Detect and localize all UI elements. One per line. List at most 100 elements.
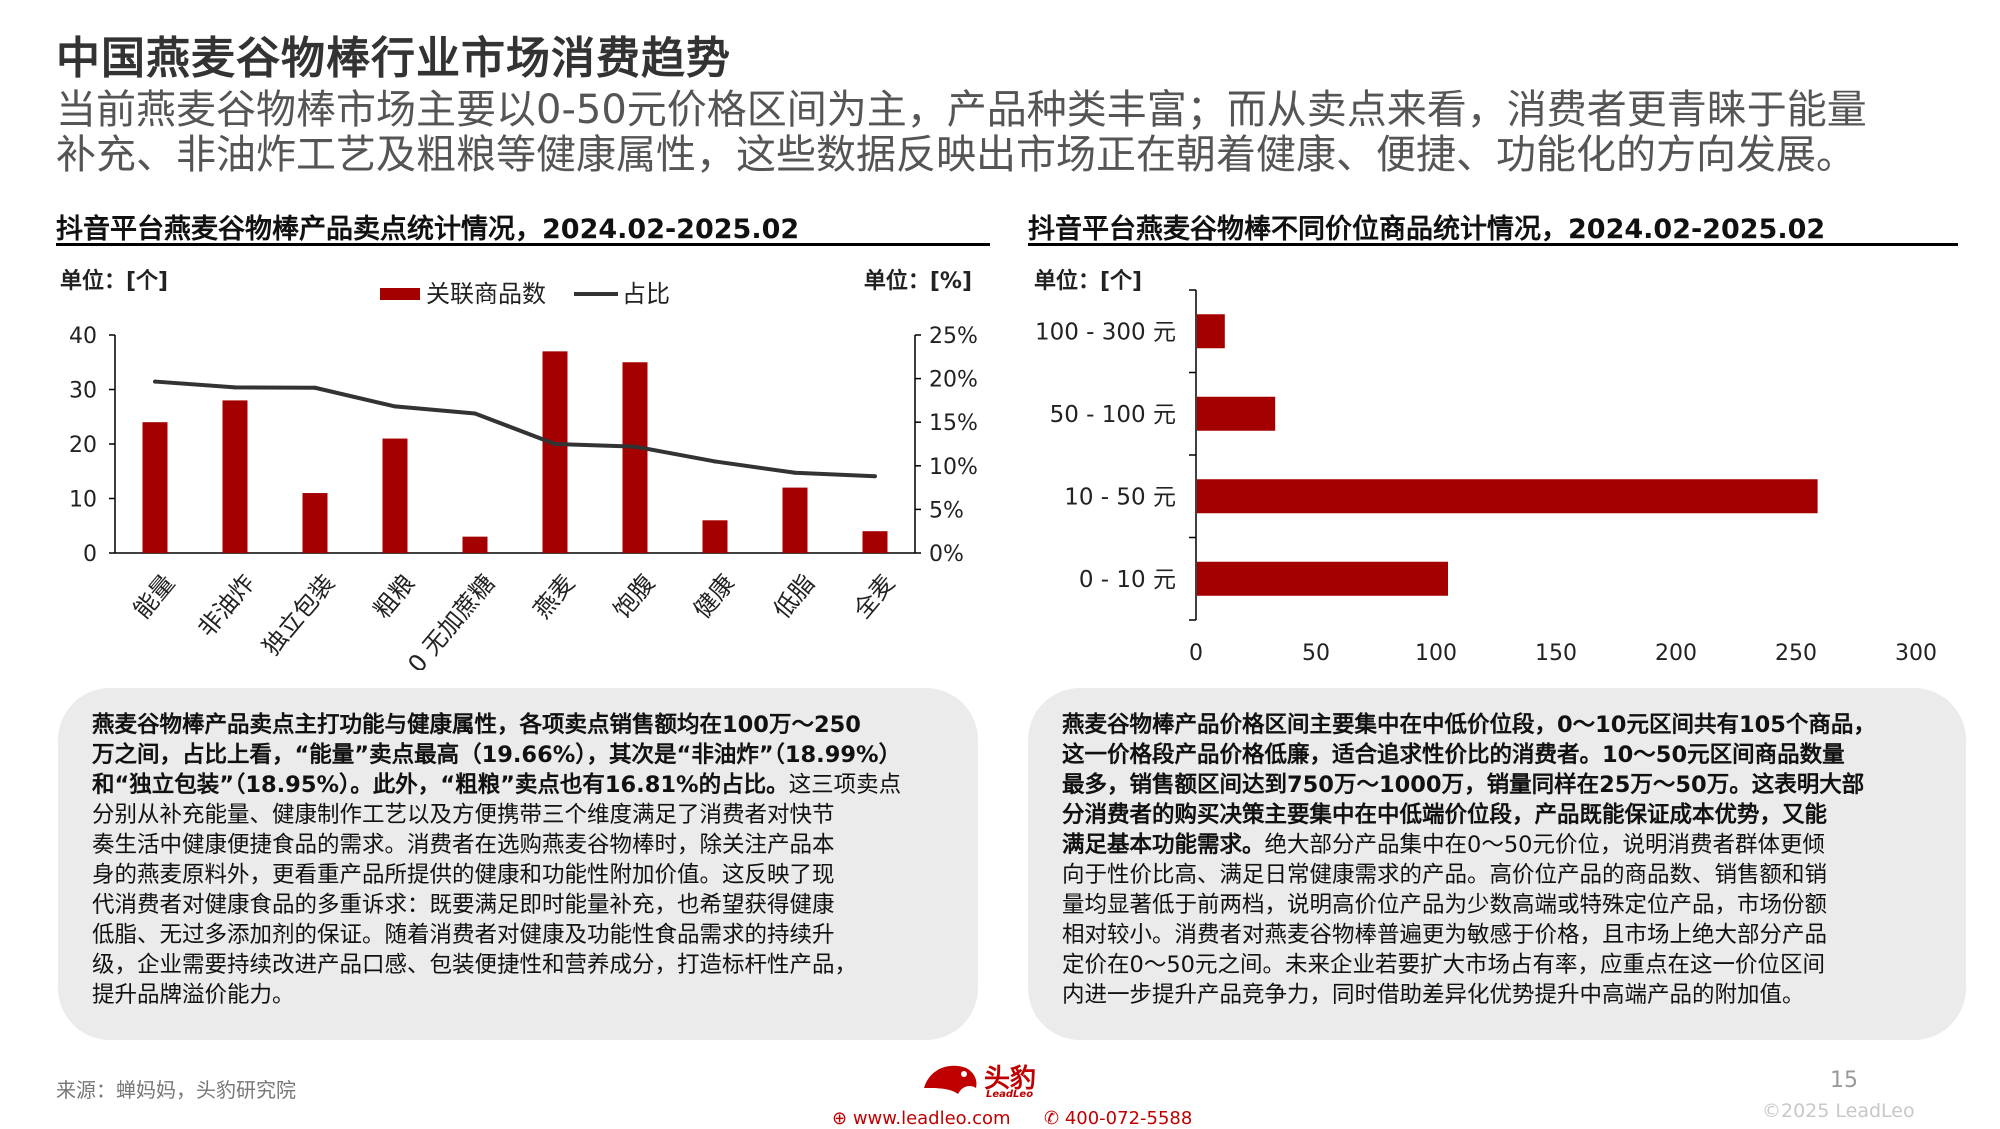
price-bar (1197, 479, 1818, 514)
summary-text: 向于性价比高、满足日常健康需求的产品。高价位产品的商品数、销售额和销 (1062, 862, 1828, 888)
bar (142, 422, 168, 553)
price-range-label: 0 - 10 元 (1079, 567, 1176, 593)
right-chart-title: 抖音平台燕麦谷物棒不同价位商品统计情况，2024.02-2025.02 (1028, 214, 1826, 245)
summary-text: 奏生活中健康便捷食品的需求。消费者在选购燕麦谷物棒时，除关注产品本 (92, 832, 835, 858)
footer-contact: ⊕ www.leadleo.com ✆ 400-072-5588 (832, 1108, 1192, 1129)
category-label: 全麦 (848, 569, 900, 624)
y-tick-label: 20 (69, 433, 97, 458)
summary-text: 这三项卖点 (788, 772, 902, 798)
summary-bold-text: 燕麦谷物棒产品价格区间主要集中在中低价位段，0～10元区间共有105个商品， (1062, 712, 1876, 738)
x-tick-label: 250 (1775, 641, 1817, 666)
y2-tick-label: 20% (929, 368, 978, 393)
left-unit-label: 单位：[个] (60, 268, 168, 294)
summary-text: 提升品牌溢价能力。 (92, 982, 295, 1008)
bar (702, 520, 728, 553)
bar (542, 351, 568, 553)
page-number: 15 (1830, 1068, 1858, 1093)
bar (222, 400, 248, 553)
summary-bold-text: 这一价格段产品价格低廉，适合追求性价比的消费者。10～50元区间商品数量 (1062, 742, 1845, 768)
summary-line: 内进一步提升产品竞争力，同时借助差异化优势提升中高端产品的附加值。 (1062, 980, 1934, 1010)
summary-line: 燕麦谷物棒产品价格区间主要集中在中低价位段，0～10元区间共有105个商品， (1062, 710, 1934, 740)
line-point (393, 404, 397, 409)
x-tick-label: 100 (1415, 641, 1457, 666)
bar (782, 487, 808, 553)
price-bar (1197, 314, 1225, 349)
summary-bold-text: 万之间，占比上看，“能量”卖点最高（19.66%），其次是“非油炸”（18.99… (92, 742, 902, 768)
phone-icon: ✆ (1044, 1108, 1060, 1129)
price-bar (1197, 561, 1448, 596)
summary-text: 代消费者对健康食品的多重诉求：既要满足即时能量补充，也希望获得健康 (92, 892, 835, 918)
summary-line: 奏生活中健康便捷食品的需求。消费者在选购燕麦谷物棒时，除关注产品本 (92, 830, 946, 860)
share-line (154, 379, 876, 479)
line-point (473, 411, 477, 416)
summary-text: 相对较小。消费者对燕麦谷物棒普遍更为敏感于价格，且市场上绝大部分产品 (1062, 922, 1828, 948)
legend-bar-label: 关联商品数 (426, 280, 546, 308)
summary-bold-text: 燕麦谷物棒产品卖点主打功能与健康属性，各项卖点销售额均在100万～250 (92, 712, 861, 738)
legend-line-label: 占比 (622, 280, 670, 308)
y2-tick-label: 5% (929, 498, 964, 523)
category-label: 粗粮 (368, 569, 420, 624)
price-unit-label: 单位：[个] (1034, 268, 1142, 294)
selling-points-chart: 单位：[个] 单位：[%] 关联商品数 占比 0 10 20 30 40 0% 5% 10% 1… (60, 268, 978, 670)
subtitle-line: 当前燕麦谷物棒市场主要以0-50元价格区间为主，产品种类丰富；而从卖点来看，消费… (56, 87, 1867, 133)
summary-bold-text: 分消费者的购买决策主要集中在中低端价位段，产品既能保证成本优势，又能 (1062, 802, 1828, 828)
bar (462, 536, 488, 553)
bar (622, 362, 648, 553)
bar (862, 531, 888, 553)
line-point (313, 385, 317, 390)
footer-source: 来源：蝉妈妈，头豹研究院 (56, 1078, 296, 1102)
summary-text: 绝大部分产品集中在0～50元价位，说明消费者群体更倾 (1264, 832, 1825, 858)
summary-line: 最多，销售额区间达到750万～1000万，销量同样在25万～50万。这表明大部 (1062, 770, 1934, 800)
category-label: 低脂 (768, 569, 820, 624)
line-point (793, 470, 797, 475)
x-tick-label: 300 (1895, 641, 1937, 666)
category-label: 饱腹 (608, 569, 660, 624)
footer-website[interactable]: www.leadleo.com (852, 1108, 1011, 1129)
summary-line: 向于性价比高、满足日常健康需求的产品。高价位产品的商品数、销售额和销 (1062, 860, 1934, 890)
line-point (873, 474, 877, 479)
x-tick-label: 50 (1302, 641, 1330, 666)
x-tick-label: 0 (1189, 641, 1203, 666)
summary-text: 级，企业需要持续改进产品口感、包装便捷性和营养成分，打造标杆性产品， (92, 952, 858, 978)
summary-line: 万之间，占比上看，“能量”卖点最高（19.66%），其次是“非油炸”（18.99… (92, 740, 946, 770)
right-unit-label: 单位：[%] (864, 268, 972, 294)
bar (302, 493, 328, 553)
x-tick-label: 150 (1535, 641, 1577, 666)
legend-bar-swatch (380, 288, 420, 300)
summary-text: 身的燕麦原料外，更看重产品所提供的健康和功能性附加价值。这反映了现 (92, 862, 835, 888)
category-label: 0 无加蔗糖 (402, 569, 500, 670)
summary-bold-text: 和“独立包装”（18.95%）。此外，“粗粮”卖点也有16.81%的占比。 (92, 772, 789, 798)
summary-text: 定价在0～50元之间。未来企业若要扩大市场占有率，应重点在这一价位区间 (1062, 952, 1825, 978)
price-range-summary: 燕麦谷物棒产品价格区间主要集中在中低价位段，0～10元区间共有105个商品， 这一… (1028, 688, 1966, 1040)
summary-line: 和“独立包装”（18.95%）。此外，“粗粮”卖点也有16.81%的占比。这三项… (92, 770, 946, 800)
category-label: 燕麦 (528, 569, 580, 624)
price-range-label: 100 - 300 元 (1035, 319, 1176, 345)
right-chart-rule (1028, 243, 1958, 246)
y-tick-label: 0 (83, 542, 97, 567)
category-label: 能量 (128, 569, 180, 624)
summary-line: 燕麦谷物棒产品卖点主打功能与健康属性，各项卖点销售额均在100万～250 (92, 710, 946, 740)
summary-text: 分别从补充能量、健康制作工艺以及方便携带三个维度满足了消费者对快节 (92, 802, 835, 828)
leadleo-logo-icon (924, 1065, 977, 1094)
y-tick-label: 40 (69, 324, 97, 349)
y-tick-label: 30 (69, 379, 97, 404)
copyright: ©2025 LeadLeo (1762, 1100, 1915, 1122)
summary-line: 量均显著低于前两档，说明高价位产品为少数高端或特殊定位产品，市场份额 (1062, 890, 1934, 920)
category-label: 健康 (688, 569, 740, 624)
y2-tick-label: 25% (929, 324, 978, 349)
logo-subtext: LeadLeo (986, 1089, 1034, 1100)
summary-line: 分消费者的购买决策主要集中在中低端价位段，产品既能保证成本优势，又能 (1062, 800, 1934, 830)
line-point (153, 379, 157, 384)
summary-line: 代消费者对健康食品的多重诉求：既要满足即时能量补充，也希望获得健康 (92, 890, 946, 920)
category-label: 非油炸 (193, 569, 261, 642)
line-point (713, 459, 717, 464)
summary-text: 低脂、无过多添加剂的保证。随着消费者对健康及功能性食品需求的持续升 (92, 922, 835, 948)
left-chart-rule (56, 243, 990, 246)
y2-tick-label: 10% (929, 455, 978, 480)
summary-text: 内进一步提升产品竞争力，同时借助差异化优势提升中高端产品的附加值。 (1062, 982, 1805, 1008)
summary-line: 满足基本功能需求。绝大部分产品集中在0～50元价位，说明消费者群体更倾 (1062, 830, 1934, 860)
globe-icon: ⊕ (832, 1108, 848, 1129)
footer-phone: 400-072-5588 (1064, 1108, 1193, 1129)
y2-tick-label: 15% (929, 411, 978, 436)
summary-line: 身的燕麦原料外，更看重产品所提供的健康和功能性附加价值。这反映了现 (92, 860, 946, 890)
